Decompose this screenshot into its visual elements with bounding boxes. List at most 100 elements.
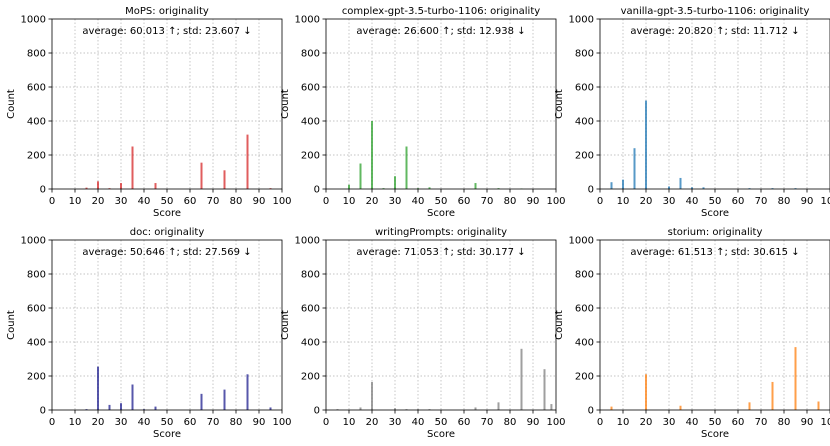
- bar: [85, 187, 88, 189]
- chart-title: storium: originality: [668, 227, 763, 238]
- x-tick-label: 60: [184, 417, 197, 428]
- x-tick-label: 10: [617, 196, 630, 207]
- y-tick-label: 1000: [569, 15, 594, 26]
- x-tick-label: 0: [49, 196, 55, 207]
- x-tick-label: 40: [412, 196, 425, 207]
- y-tick-label: 0: [588, 185, 594, 196]
- x-tick-label: 50: [709, 417, 722, 428]
- x-tick-label: 90: [801, 417, 814, 428]
- x-tick-label: 20: [366, 196, 379, 207]
- y-tick-label: 400: [27, 338, 46, 349]
- x-tick-label: 20: [92, 196, 105, 207]
- bar: [748, 188, 751, 189]
- bar: [645, 374, 647, 410]
- bar: [520, 348, 523, 410]
- y-tick-label: 200: [301, 372, 320, 383]
- x-tick-label: 20: [366, 417, 379, 428]
- bar: [143, 409, 145, 410]
- x-tick-label: 30: [663, 196, 676, 207]
- x-tick-label: 0: [597, 196, 603, 207]
- y-axis-label: Count: [280, 310, 291, 340]
- chart-title: complex-gpt-3.5-turbo-1106: originality: [342, 6, 540, 17]
- x-tick-label: 30: [389, 417, 402, 428]
- x-axis-label: Score: [153, 208, 181, 219]
- x-tick-label: 20: [640, 196, 653, 207]
- y-tick-label: 600: [575, 304, 594, 315]
- x-axis-label: Score: [427, 208, 455, 219]
- chart-title: doc: originality: [130, 227, 205, 238]
- y-tick-label: 800: [27, 49, 46, 60]
- bar: [610, 406, 613, 410]
- bar: [394, 408, 396, 410]
- x-tick-label: 10: [69, 196, 82, 207]
- bar: [359, 407, 362, 410]
- chart-panel-0: 0 10 20 30 40 50 60 70 80 90 10002004006008001000M…: [6, 6, 292, 219]
- bar: [97, 181, 99, 189]
- bar: [269, 407, 272, 410]
- bar: [679, 177, 682, 189]
- bar: [85, 409, 88, 410]
- x-tick-label: 30: [115, 417, 128, 428]
- bar: [405, 146, 408, 189]
- y-tick-label: 400: [301, 117, 320, 128]
- x-tick-label: 70: [755, 417, 768, 428]
- y-axis-label: Count: [6, 310, 17, 340]
- bar: [497, 402, 500, 410]
- x-tick-label: 80: [230, 196, 243, 207]
- y-tick-label: 400: [301, 338, 320, 349]
- x-tick-label: 10: [617, 417, 630, 428]
- bar: [417, 188, 419, 189]
- bar: [633, 148, 636, 189]
- x-tick-label: 50: [709, 196, 722, 207]
- chart-panel-4: 0 10 20 30 40 50 60 70 80 90 10002004006008001000w…: [280, 227, 566, 440]
- x-tick-label: 70: [481, 417, 494, 428]
- bar: [497, 188, 500, 189]
- bar: [131, 384, 134, 410]
- stats-annotation: average: 20.820 ↑; std: 11.712 ↓: [630, 26, 799, 37]
- x-tick-label: 100: [820, 196, 830, 207]
- x-tick-label: 30: [115, 196, 128, 207]
- y-tick-label: 800: [301, 270, 320, 281]
- bar: [543, 369, 546, 410]
- chart-title: writingPrompts: originality: [375, 227, 507, 238]
- x-tick-label: 80: [504, 417, 517, 428]
- stats-annotation: average: 61.513 ↑; std: 30.615 ↓: [630, 247, 799, 258]
- y-tick-label: 1000: [21, 236, 46, 247]
- chart-panel-2: 010203040506070809010002004006008001000v…: [554, 6, 830, 219]
- chart-title: MoPS: originality: [125, 6, 209, 17]
- bar: [794, 188, 797, 189]
- x-tick-label: 90: [527, 196, 540, 207]
- x-tick-label: 30: [389, 196, 402, 207]
- bar: [223, 170, 226, 189]
- y-tick-label: 1000: [569, 236, 594, 247]
- x-tick-label: 0: [323, 417, 329, 428]
- x-tick-label: 0: [323, 196, 329, 207]
- x-tick-label: 30: [663, 417, 676, 428]
- bar: [474, 183, 477, 189]
- bar: [550, 404, 553, 410]
- bar: [108, 188, 111, 189]
- y-tick-label: 0: [40, 406, 46, 417]
- x-tick-label: 40: [686, 196, 699, 207]
- x-tick-label: 60: [732, 417, 745, 428]
- y-tick-label: 0: [314, 406, 320, 417]
- bar: [645, 100, 647, 189]
- x-tick-label: 70: [207, 417, 220, 428]
- y-tick-label: 1000: [295, 236, 320, 247]
- x-tick-label: 40: [412, 417, 425, 428]
- chart-panel-5: 010203040506070809010002004006008001000s…: [554, 227, 830, 440]
- bar: [348, 184, 350, 189]
- bar: [405, 409, 408, 410]
- stats-annotation: average: 26.600 ↑; std: 12.938 ↓: [356, 26, 525, 37]
- x-tick-label: 10: [343, 417, 356, 428]
- x-tick-label: 80: [504, 196, 517, 207]
- x-axis-label: Score: [153, 429, 181, 440]
- bar: [246, 134, 249, 189]
- y-tick-label: 1000: [295, 15, 320, 26]
- chart-title: vanilla-gpt-3.5-turbo-1106: originality: [621, 6, 810, 17]
- x-tick-label: 80: [230, 417, 243, 428]
- chart-panel-3: 0 10 20 30 40 50 60 70 80 90 10002004006008001000d…: [6, 227, 292, 440]
- bar: [200, 393, 203, 410]
- bar: [371, 121, 373, 189]
- bar: [771, 381, 774, 410]
